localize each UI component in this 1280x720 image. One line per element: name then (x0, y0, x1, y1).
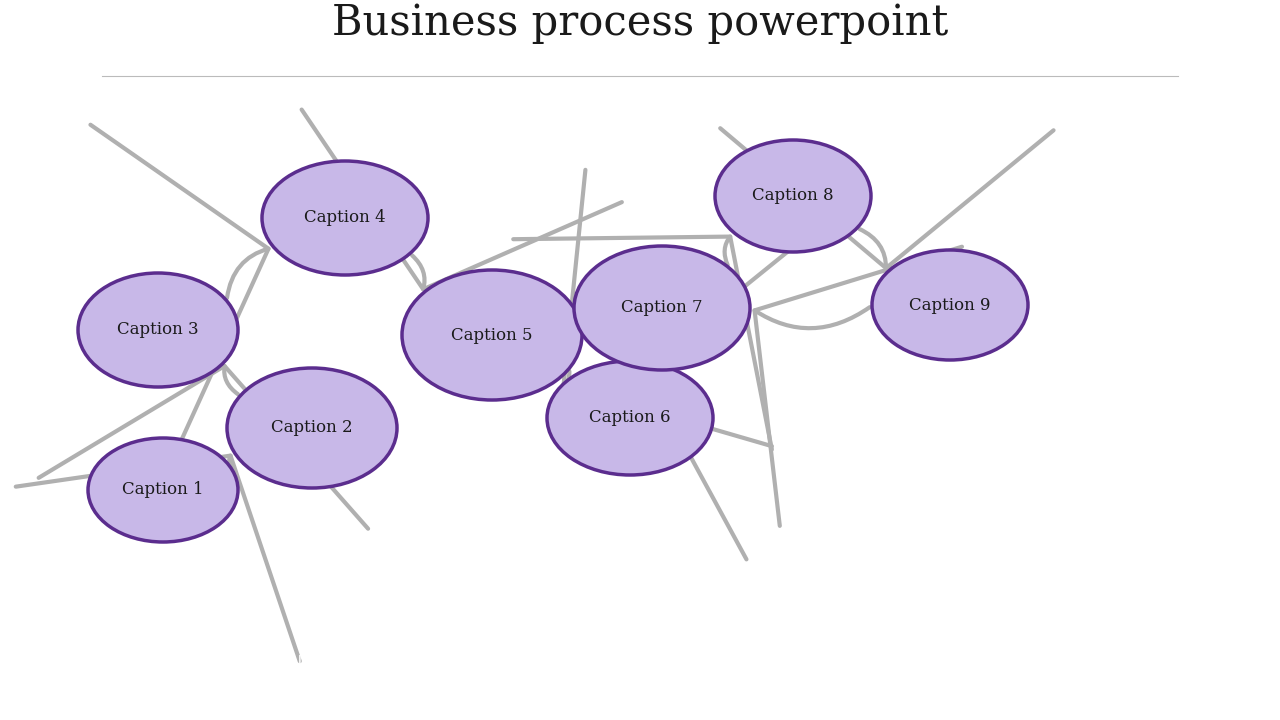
Ellipse shape (78, 273, 238, 387)
Text: Caption 7: Caption 7 (621, 300, 703, 317)
Ellipse shape (88, 438, 238, 542)
Text: Caption 9: Caption 9 (909, 297, 991, 313)
Text: Caption 2: Caption 2 (271, 420, 353, 436)
Ellipse shape (227, 368, 397, 488)
Text: Caption 4: Caption 4 (305, 210, 385, 227)
Ellipse shape (547, 361, 713, 475)
Text: Caption 3: Caption 3 (118, 322, 198, 338)
Text: Caption 5: Caption 5 (452, 326, 532, 343)
Ellipse shape (573, 246, 750, 370)
Ellipse shape (716, 140, 870, 252)
Ellipse shape (872, 250, 1028, 360)
Text: Business process powerpoint: Business process powerpoint (332, 2, 948, 44)
Text: Caption 6: Caption 6 (589, 410, 671, 426)
Text: Caption 8: Caption 8 (753, 187, 833, 204)
Text: Caption 1: Caption 1 (122, 482, 204, 498)
Ellipse shape (262, 161, 428, 275)
Text: This slide is an editable slide with all your needs. Adapt it with your needs an: This slide is an editable slide with all… (123, 654, 1157, 696)
Ellipse shape (402, 270, 582, 400)
